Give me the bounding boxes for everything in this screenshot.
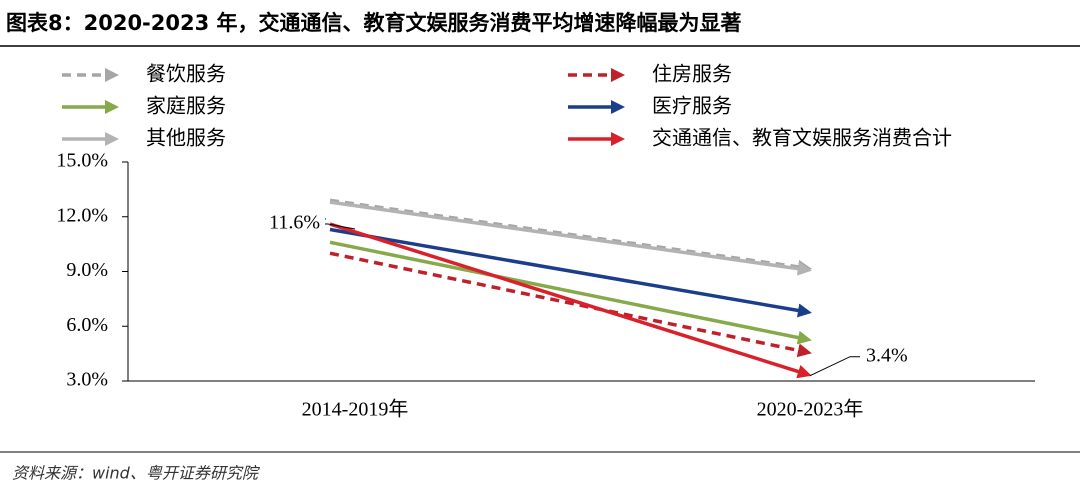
y-tick-label: 9.0% (66, 259, 108, 281)
y-tick-label: 12.0% (56, 204, 108, 226)
legend-label: 其他服务 (146, 126, 226, 150)
series-line (329, 200, 812, 276)
y-tick-label: 3.0% (66, 369, 108, 391)
series-line (329, 240, 812, 345)
series-line (329, 227, 812, 318)
x-tick-label: 2020-2023年 (757, 398, 864, 421)
legend-label: 医疗服务 (652, 94, 732, 118)
x-tick-label: 2014-2019年 (302, 398, 409, 421)
legend-label: 餐饮服务 (146, 62, 226, 86)
legend-label: 交通通信、教育文娱服务消费合计 (652, 126, 952, 150)
series-line (329, 251, 812, 358)
series-line (329, 198, 812, 274)
legend-label: 家庭服务 (146, 94, 226, 118)
data-label: 3.4% (866, 344, 908, 366)
leader-line (809, 356, 860, 377)
data-label: 11.6% (269, 212, 320, 234)
leader-line (325, 223, 356, 230)
source: 资料来源：wind、粤开证券研究院 (12, 464, 261, 483)
legend-label: 住房服务 (652, 62, 732, 86)
y-tick-label: 6.0% (66, 314, 108, 336)
series-line (329, 222, 812, 379)
chart-title: 图表8：2020-2023 年，交通通信、教育文娱服务消费平均增速降幅最为显著 (6, 11, 742, 35)
y-tick-label: 15.0% (56, 150, 108, 172)
